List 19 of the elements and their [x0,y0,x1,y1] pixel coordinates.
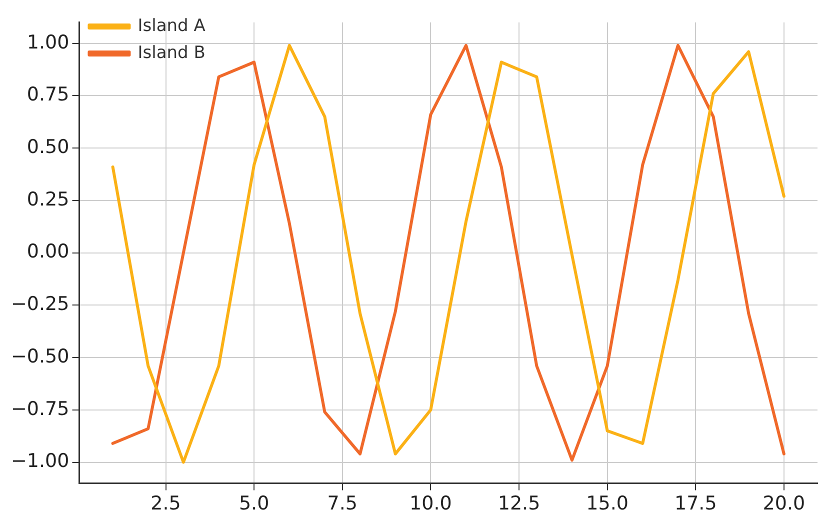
legend-label: Island A [138,16,206,36]
x-tick-label: 12.5 [498,492,540,515]
legend-label: Island B [138,42,206,63]
y-tick-label: −0.25 [10,293,70,316]
x-tick-label: 10.0 [410,492,452,515]
x-tick-label: 5.0 [238,492,270,515]
y-tick-label: −0.50 [10,345,70,368]
y-tick-label: 0.25 [26,188,70,210]
y-tick-label: −1.00 [10,450,70,472]
y-tick-label: 0.50 [26,136,70,158]
y-tick-label: 0.00 [26,240,70,263]
x-tick-label: 17.5 [674,492,717,515]
y-tick-label: −0.75 [10,398,70,420]
x-tick-label: 20.0 [762,492,806,515]
x-tick-label: 7.5 [327,492,358,515]
x-tick-label: 2.5 [150,492,181,515]
x-tick-label: 15.0 [586,492,628,515]
y-tick-label: 1.00 [26,31,70,54]
y-tick-label: 0.75 [26,84,70,106]
